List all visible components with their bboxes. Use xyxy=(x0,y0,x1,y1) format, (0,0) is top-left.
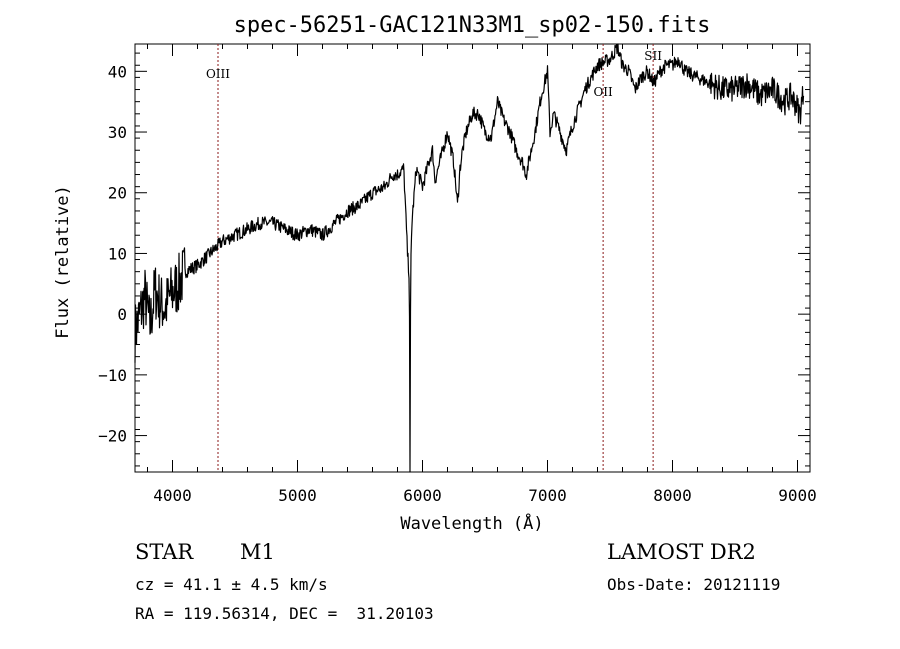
chart-title: spec-56251-GAC121N33M1_sp02-150.fits xyxy=(234,13,711,38)
coordinates: RA = 119.56314, DEC = 31.20103 xyxy=(135,604,434,623)
y-axis-label: Flux (relative) xyxy=(53,185,73,339)
x-axis: 4000 5000 6000 7000 8000 9000 xyxy=(147,44,817,505)
object-subclass: M1 xyxy=(240,540,275,564)
y-tick-label: 30 xyxy=(108,123,127,142)
y-tick-label: −20 xyxy=(98,427,127,446)
line-label-oii: OII xyxy=(593,85,613,99)
x-tick-label: 5000 xyxy=(278,486,317,505)
x-tick-label: 8000 xyxy=(653,486,692,505)
y-tick-label: 20 xyxy=(108,184,127,203)
y-tick-label: 10 xyxy=(108,244,127,263)
emission-line-markers: OIII OII SII xyxy=(206,44,662,472)
object-class: STAR xyxy=(135,540,194,564)
x-axis-label: Wavelength (Å) xyxy=(400,512,543,534)
survey-name: LAMOST DR2 xyxy=(607,540,756,564)
plot-frame xyxy=(134,43,811,473)
y-tick-label: 40 xyxy=(108,62,127,81)
spectrum-line xyxy=(134,43,805,473)
y-tick-label: 0 xyxy=(117,305,127,324)
observation-date: Obs-Date: 20121119 xyxy=(607,575,781,594)
y-tick-label: −10 xyxy=(98,366,127,385)
line-label-oiii: OIII xyxy=(206,67,230,81)
y-axis: −20 −10 0 10 20 30 40 xyxy=(98,52,810,467)
x-tick-label: 9000 xyxy=(778,486,817,505)
redshift-cz: cz = 41.1 ± 4.5 km/s xyxy=(135,575,328,594)
x-tick-label: 6000 xyxy=(403,486,442,505)
x-tick-label: 7000 xyxy=(528,486,567,505)
line-label-sii: SII xyxy=(644,49,662,63)
x-tick-label: 4000 xyxy=(153,486,192,505)
